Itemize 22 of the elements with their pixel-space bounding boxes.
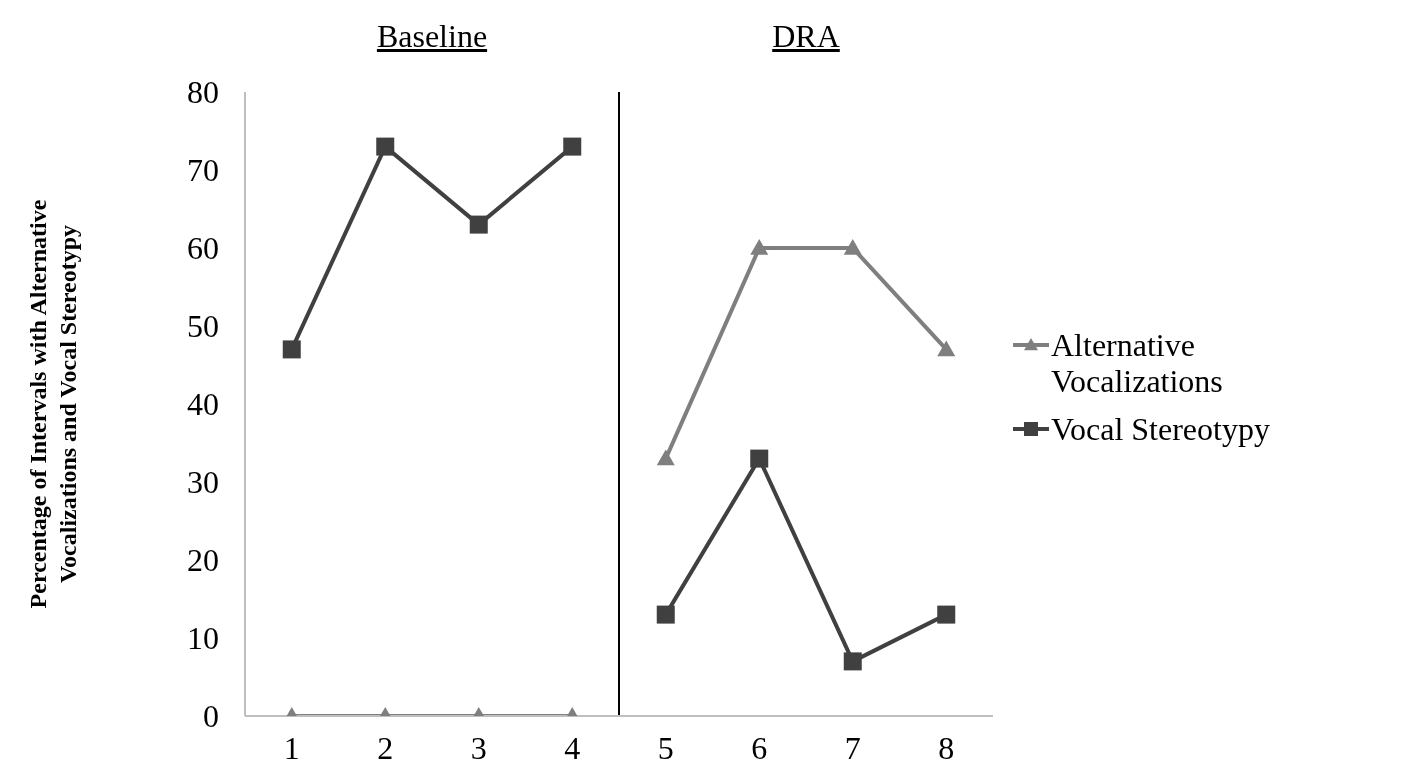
x-tick-label: 6	[751, 729, 768, 766]
x-tick-label: 1	[283, 729, 300, 766]
y-tick-label: 10	[187, 620, 219, 657]
text: Baseline	[376, 18, 488, 55]
y-axis-title: Percentage of Intervals with Alternative Vocalizations and Vocal Stereotypy	[25, 199, 81, 609]
y-tick-label: 50	[187, 308, 219, 345]
text: DRA	[772, 18, 840, 55]
x-tick-label: 8	[938, 729, 955, 766]
y-tick-label: 30	[187, 464, 219, 501]
legend-label: Vocal Stereotypy	[1051, 411, 1271, 447]
y-tick-label: 60	[187, 230, 219, 267]
y-tick-label: 40	[187, 386, 219, 423]
y-tick-label: 80	[187, 74, 219, 111]
x-tick-label: 2	[377, 729, 394, 766]
legend-label: Alternative Vocalizations	[1051, 327, 1224, 399]
x-tick-label: 3	[470, 729, 487, 766]
y-tick-label: 20	[187, 542, 219, 579]
x-tick-label: 7	[844, 729, 861, 766]
x-tick-label: 5	[657, 729, 674, 766]
y-tick-label: 0	[203, 698, 219, 735]
y-tick-label: 70	[187, 152, 219, 189]
x-tick-label: 4	[564, 729, 581, 766]
